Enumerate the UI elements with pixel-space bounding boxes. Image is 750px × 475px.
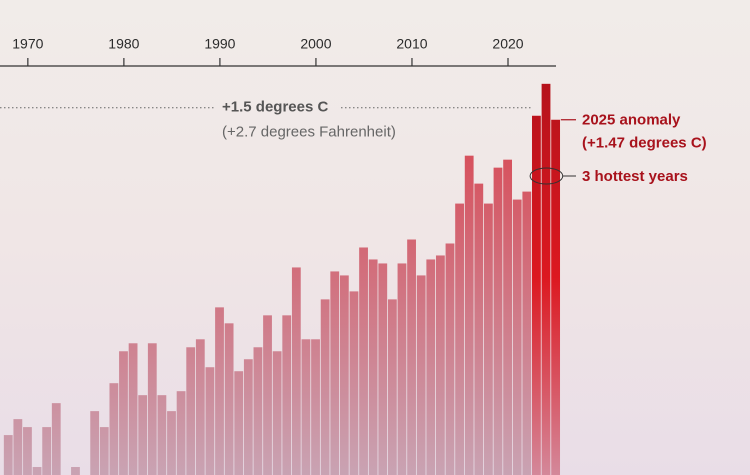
bar: [119, 351, 128, 475]
annotation: 2025 anomaly: [582, 112, 681, 129]
bar: [138, 395, 148, 475]
bar: [464, 155, 474, 475]
bar: [32, 467, 42, 475]
bar: [234, 371, 244, 475]
bar: [157, 395, 167, 475]
reference-label: +1.5 degrees C: [222, 99, 328, 116]
bar: [503, 159, 513, 475]
bar: [483, 203, 493, 475]
bar: [397, 263, 407, 475]
bar: [167, 411, 176, 475]
x-tick-label: 1980: [108, 36, 139, 52]
bar: [3, 435, 13, 475]
x-tick-label: 2020: [492, 36, 523, 52]
bar: [147, 343, 157, 475]
bar: [349, 291, 359, 475]
bar: [128, 343, 138, 475]
bar: [368, 259, 378, 475]
bar: [205, 367, 215, 475]
bar: [339, 275, 349, 475]
bar: [109, 383, 119, 475]
annotation: 3 hottest years: [582, 168, 688, 185]
bar: [90, 411, 100, 475]
bar: [253, 347, 263, 475]
bar: [291, 267, 301, 475]
bar: [243, 359, 253, 475]
bar: [445, 243, 455, 475]
bar: [493, 167, 503, 475]
x-tick-label: 1990: [204, 36, 235, 52]
bar: [215, 307, 224, 475]
bar: [378, 263, 388, 475]
bar: [282, 315, 292, 475]
bar: [195, 339, 205, 475]
x-tick-label: 1970: [12, 36, 43, 52]
bar: [99, 427, 109, 475]
bar: [435, 255, 445, 475]
bar: [330, 271, 340, 475]
bar: [51, 403, 61, 475]
bar: [416, 275, 426, 475]
bar: [176, 391, 186, 475]
reference-sublabel: (+2.7 degrees Fahrenheit): [222, 124, 396, 141]
x-tick-label: 2010: [396, 36, 427, 52]
bar: [272, 351, 282, 475]
annotation: (+1.47 degrees C): [582, 135, 707, 152]
highlight-bar: [551, 119, 561, 475]
x-tick-label: 2000: [300, 36, 331, 52]
bar: [301, 339, 311, 475]
bar: [13, 419, 23, 475]
bar: [407, 239, 416, 475]
bar: [474, 183, 484, 475]
highlight-bar: [532, 115, 541, 475]
bar: [42, 427, 52, 475]
bar: [186, 347, 196, 475]
bar: [387, 299, 397, 475]
highlight-bar: [541, 83, 551, 475]
bar: [320, 299, 330, 475]
bar: [522, 191, 532, 475]
bar: [512, 199, 522, 475]
bar: [455, 203, 464, 475]
bar: [426, 259, 436, 475]
bar: [71, 467, 80, 475]
bar: [263, 315, 272, 475]
bar: [23, 427, 32, 475]
bar: [359, 247, 368, 475]
bar: [224, 323, 234, 475]
bar: [311, 339, 320, 475]
